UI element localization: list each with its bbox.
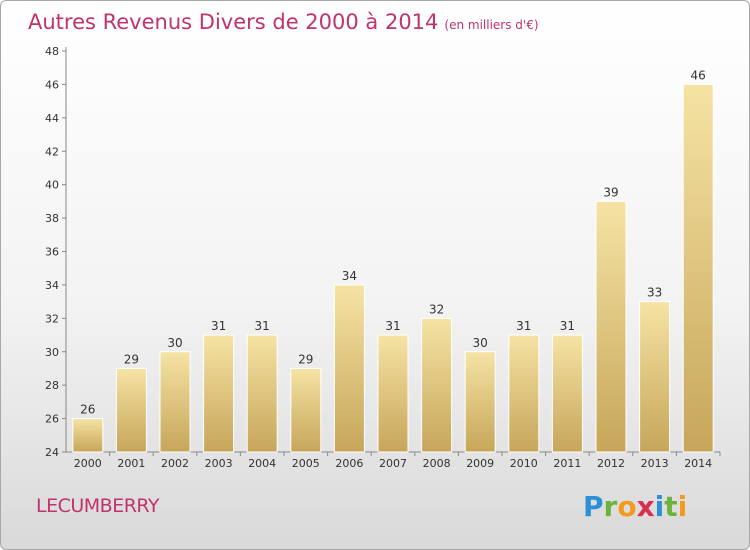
logo-letter: i [654,490,665,523]
bar [333,284,365,453]
y-tick-label: 30 [45,346,59,359]
data-label: 39 [603,185,618,199]
logo-letter: t [664,490,678,523]
y-tick-label: 36 [45,246,59,259]
data-label: 30 [473,336,488,350]
y-tick-label: 48 [45,45,59,58]
bar [377,334,409,453]
x-tick-label: 2006 [335,457,363,470]
logo-letter: x [636,490,655,523]
x-tick-label: 2005 [292,457,320,470]
data-label: 31 [385,319,400,333]
y-tick-label: 46 [45,78,59,91]
x-tick-label: 2014 [684,457,712,470]
x-tick-label: 2012 [597,457,625,470]
title-text: Autres Revenus Divers de 2000 à 2014 [28,10,439,34]
x-tick-label: 2003 [205,457,233,470]
y-tick-label: 34 [45,279,59,292]
data-label: 31 [211,319,226,333]
x-tick-label: 2000 [74,457,102,470]
data-label: 33 [647,286,662,300]
logo-letter: r [603,490,618,523]
y-tick-label: 38 [45,212,59,225]
data-label: 34 [342,269,357,283]
y-tick-label: 40 [45,179,59,192]
bar [115,367,147,453]
town-name: LECUMBERRY [36,495,160,517]
y-tick-label: 26 [45,413,59,426]
x-tick-label: 2013 [641,457,669,470]
bar [203,334,235,453]
bar [421,317,453,453]
y-tick-label: 28 [45,379,59,392]
x-tick-label: 2002 [161,457,189,470]
value-labels: 26 29 30 31 31 29 34 31 32 30 31 31 39 33 46 [80,68,706,416]
data-label: 31 [255,319,270,333]
bar [159,351,191,453]
bar [464,351,496,453]
bar [246,334,278,453]
logo-letter: o [617,490,637,523]
y-tick-label: 32 [45,312,59,325]
x-tick-label: 2001 [117,457,145,470]
chart-axes: 24 26 28 30 32 34 36 38 40 42 44 46 48 2000 2001 2002 20… [45,45,721,470]
x-tick-label: 2010 [510,457,538,470]
logo-letter: P [583,490,604,523]
y-tick-label: 44 [45,112,59,125]
bar [290,367,322,453]
data-label: 31 [560,319,575,333]
bar [682,83,714,453]
x-tick-label: 2009 [466,457,494,470]
x-tick-label: 2008 [423,457,451,470]
logo-letter: i [677,490,688,523]
data-label: 46 [691,68,706,82]
bar [639,301,671,453]
data-label: 30 [167,336,182,350]
y-tick-label: 24 [45,446,59,459]
bar [551,334,583,453]
x-tick-label: 2011 [553,457,581,470]
data-label: 32 [429,302,444,316]
bar [595,200,627,453]
bar [72,418,104,453]
y-tick-label: 42 [45,145,59,158]
chart-subtitle: (en milliers d'€) [444,18,539,32]
proxiti-logo: Proxiti [583,490,687,523]
chart-title: Autres Revenus Divers de 2000 à 2014 (en … [28,10,539,34]
data-label: 29 [124,352,139,366]
data-label: 26 [80,403,95,417]
x-tick-label: 2007 [379,457,407,470]
bar [508,334,540,453]
data-label: 29 [298,352,313,366]
data-label: 31 [516,319,531,333]
bar-series [72,83,714,453]
x-tick-label: 2004 [248,457,276,470]
